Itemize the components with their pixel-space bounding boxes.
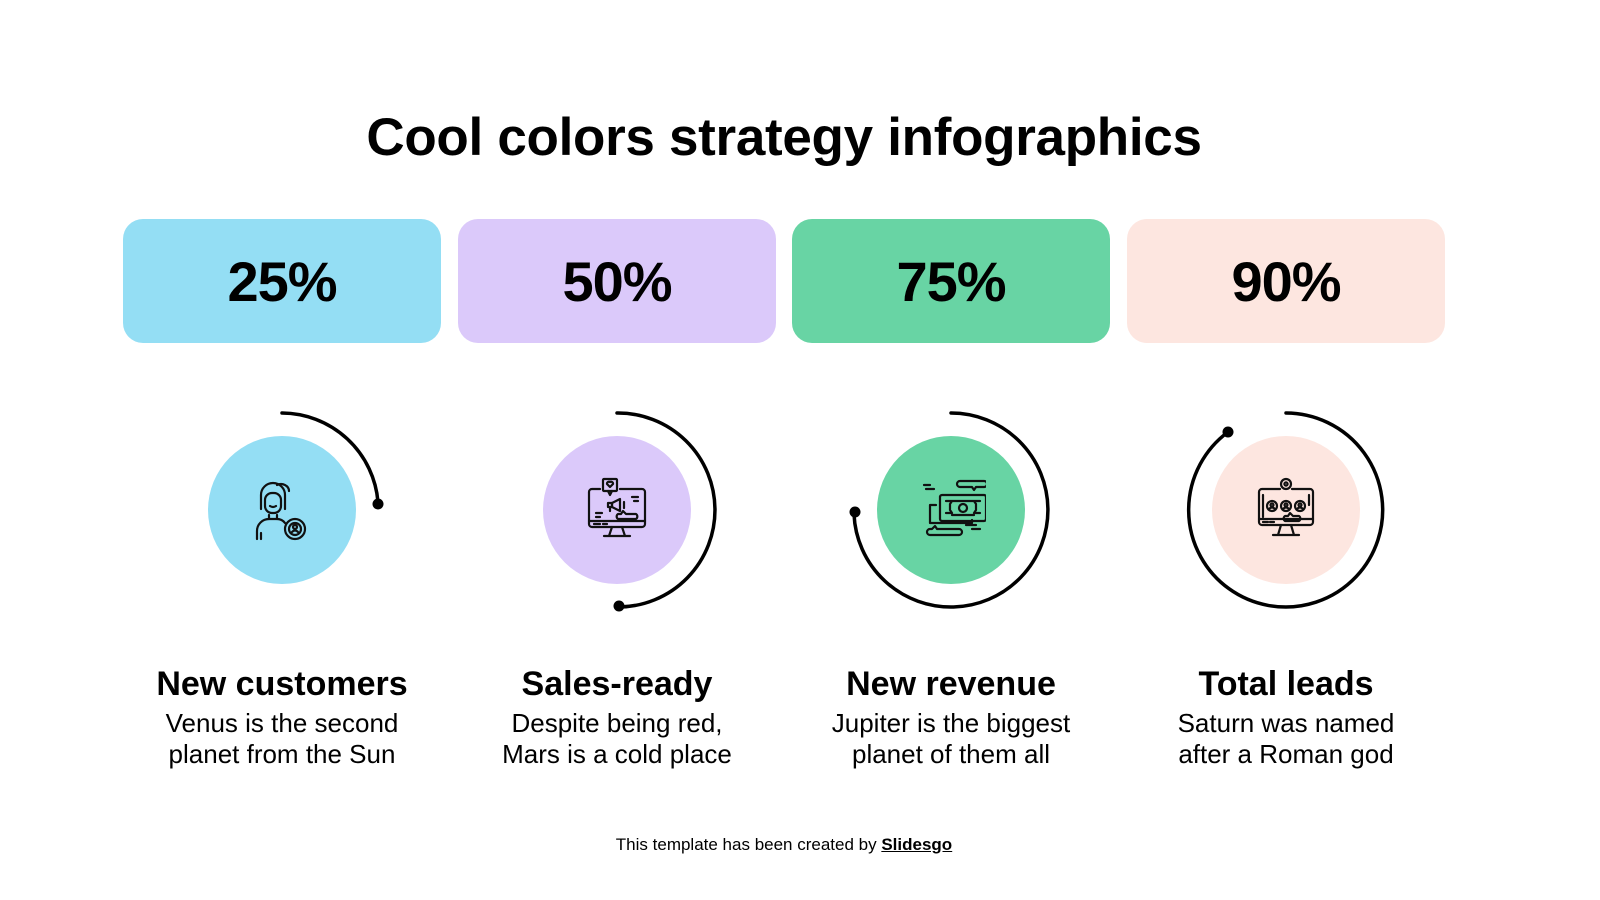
metric-label: Sales-ready [521, 665, 713, 703]
metric-column-sales-ready: 50% [458, 0, 776, 900]
slide-title: Cool colors strategy infographics [366, 108, 1202, 167]
metric-description: Jupiter is the biggest planet of them al… [752, 708, 1150, 770]
customer-user-icon [247, 475, 317, 545]
description-line: Despite being red, [511, 708, 723, 738]
description-line: planet from the Sun [168, 739, 396, 769]
percent-box: 75% [792, 219, 1110, 343]
money-banknote-icon [916, 475, 986, 545]
description-line: Jupiter is the biggest [831, 708, 1071, 738]
percent-value: 75% [896, 249, 1006, 313]
progress-arc-icon [208, 411, 384, 584]
monitor-group-icon [1251, 475, 1321, 545]
metric-label: New revenue [846, 665, 1056, 703]
metric-description: Venus is the second planet from the Sun [83, 708, 481, 770]
footer-credit: This template has been created by Slides… [0, 834, 1568, 856]
monitor-marketing-icon [582, 475, 652, 545]
description-line: planet of them all [851, 739, 1050, 769]
footer-text: This template has been created by [615, 835, 882, 854]
metric-description: Saturn was named after a Roman god [1087, 708, 1485, 770]
description-line: Venus is the second [165, 708, 399, 738]
percent-value: 50% [562, 249, 672, 313]
description-line: Mars is a cold place [502, 739, 732, 769]
metric-label: Total leads [1198, 665, 1374, 703]
percent-box: 90% [1127, 219, 1445, 343]
progress-ring [162, 390, 402, 630]
description-line: Saturn was named [1177, 708, 1395, 738]
metric-column-new-customers: 25% New customers [123, 0, 441, 900]
metric-column-total-leads: 90% [1127, 0, 1445, 900]
metric-label: New customers [156, 665, 408, 703]
percent-value: 25% [227, 249, 337, 313]
metric-column-new-revenue: 75% New revenue Jupiter is the bi [792, 0, 1110, 900]
percent-value: 90% [1231, 249, 1341, 313]
metric-description: Despite being red, Mars is a cold place [418, 708, 816, 770]
description-line: after a Roman god [1178, 739, 1394, 769]
slidesgo-link[interactable]: Slidesgo [881, 835, 953, 854]
percent-box: 50% [458, 219, 776, 343]
percent-box: 25% [123, 219, 441, 343]
